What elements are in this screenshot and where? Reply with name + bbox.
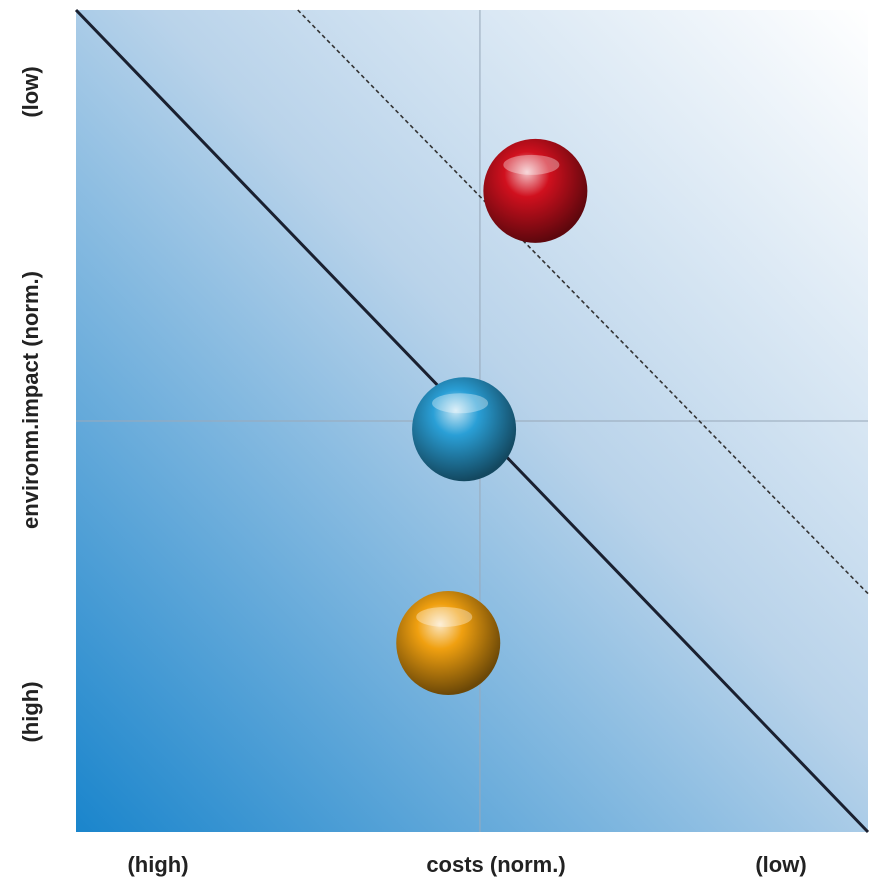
y-axis-end-label-top: (low) — [18, 66, 43, 117]
data-point-highlight — [503, 154, 560, 175]
data-point-sphere — [483, 138, 588, 243]
data-point-highlight — [432, 393, 489, 414]
data-points — [396, 138, 588, 695]
x-axis-label: costs (norm.) — [426, 852, 565, 877]
data-point-highlight — [416, 606, 473, 627]
dashed-diagonal-line — [297, 9, 869, 595]
data-point-sphere — [412, 377, 517, 482]
x-axis-end-label-right: (low) — [755, 852, 806, 877]
y-axis-label: environm.impact (norm.) — [18, 271, 43, 529]
x-axis-end-label-left: (high) — [127, 852, 188, 877]
data-point-sphere — [396, 590, 501, 695]
y-axis-end-label-bottom: (high) — [18, 681, 43, 742]
